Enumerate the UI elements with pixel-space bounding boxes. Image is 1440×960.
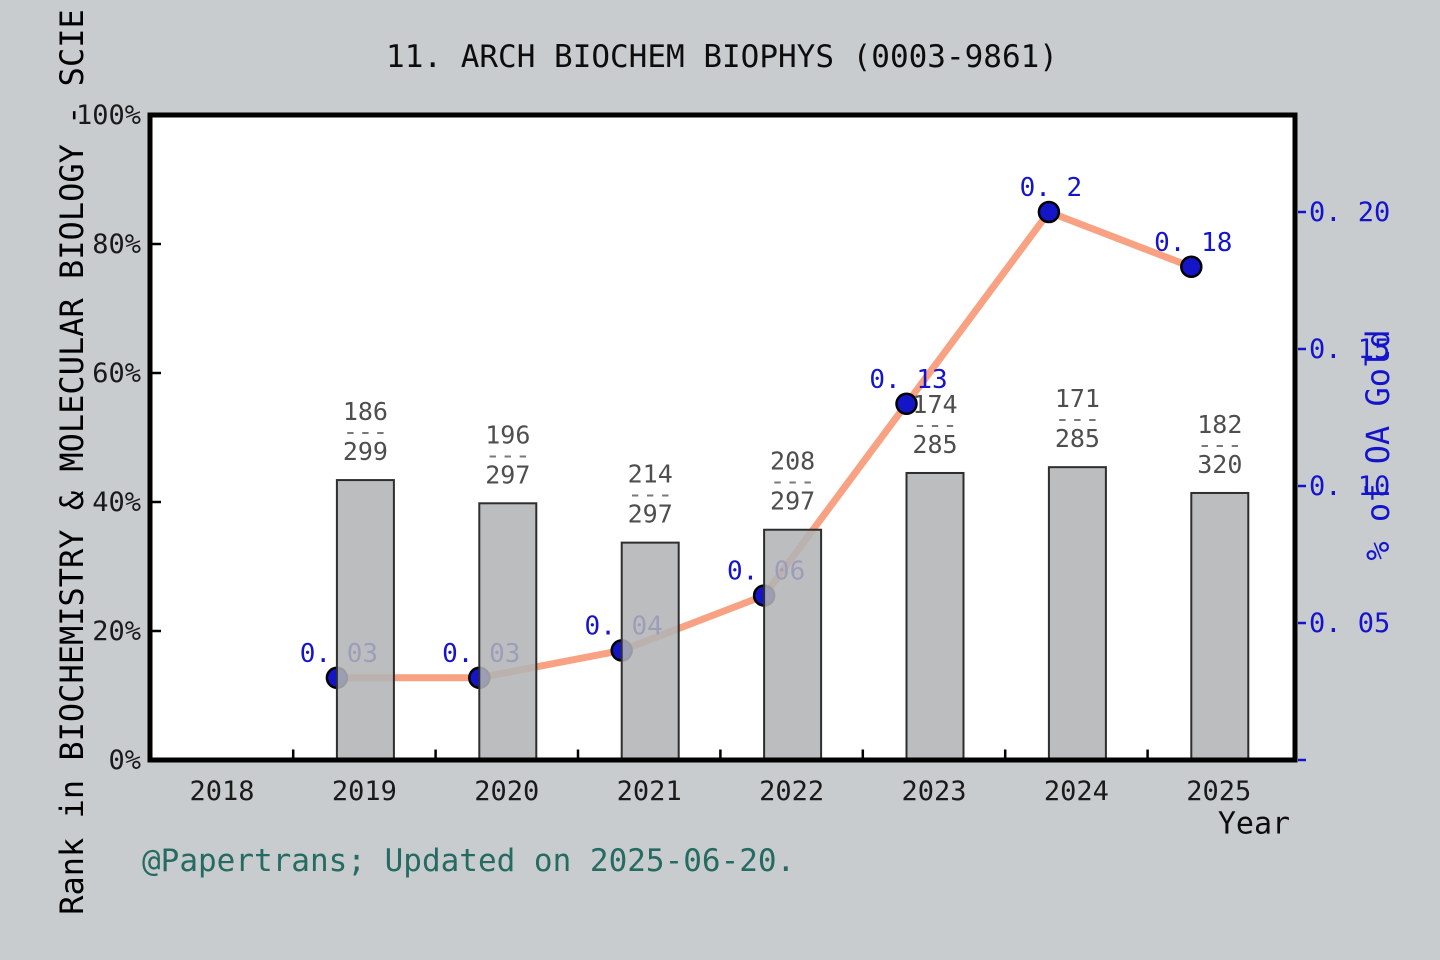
- bar-fraction-separator-2022: ---: [770, 467, 815, 496]
- right-axis-title: % of OA Gold: [1359, 329, 1397, 561]
- right-tick-label-0.05: 0. 05: [1309, 608, 1390, 639]
- bar-fraction-numerator-2020: 196: [485, 420, 530, 449]
- bar-fraction-numerator-2023: 174: [912, 390, 957, 419]
- left-tick-label-60%: 60%: [92, 358, 141, 389]
- bar-fraction-denominator-2019: 299: [343, 437, 388, 466]
- bar-fraction-denominator-2025: 320: [1197, 450, 1242, 479]
- bar-fraction-numerator-2022: 208: [770, 447, 815, 476]
- oa-gold-point-label-2023: 0. 13: [869, 365, 947, 395]
- x-tick-label-2019: 2019: [332, 776, 397, 807]
- bar-fraction-separator-2021: ---: [628, 480, 673, 509]
- bar-fraction-denominator-2021: 297: [628, 500, 673, 529]
- x-tick-label-2018: 2018: [189, 776, 254, 807]
- x-tick-label-2021: 2021: [617, 776, 682, 807]
- oa-gold-point-label-2024: 0. 2: [1020, 173, 1083, 203]
- left-axis-title: Rank in BIOCHEMISTRY & MOLECULAR BIOLOGY…: [53, 9, 91, 915]
- rank-bar-2022: [763, 528, 823, 761]
- bar-fraction-separator-2025: ---: [1197, 430, 1242, 459]
- x-tick-label-2022: 2022: [759, 776, 824, 807]
- oa-gold-point-label-2025: 0. 18: [1154, 228, 1232, 258]
- left-tick-label-80%: 80%: [92, 229, 141, 260]
- oa-gold-point-2024: [1037, 200, 1061, 224]
- bar-fraction-denominator-2024: 285: [1055, 424, 1100, 453]
- attribution-footer: @Papertrans; Updated on 2025-06-20.: [142, 843, 796, 879]
- bar-fraction-denominator-2023: 285: [912, 430, 957, 459]
- rank-bar-2023: [905, 471, 965, 761]
- right-tick-label-0.15: 0. 15: [1309, 334, 1390, 365]
- left-tick-label-20%: 20%: [92, 616, 141, 647]
- rank-bar-2020: [478, 502, 538, 761]
- oa-gold-point-2023: [895, 392, 918, 416]
- bar-fraction-denominator-2020: 297: [485, 460, 530, 489]
- x-tick-label-2020: 2020: [474, 776, 539, 807]
- rank-bar-2021: [620, 541, 680, 762]
- bar-fraction-numerator-2025: 182: [1197, 410, 1242, 439]
- rank-bar-2019: [335, 479, 395, 761]
- oa-gold-point-2025: [1180, 255, 1203, 279]
- left-tick-label-40%: 40%: [92, 487, 141, 518]
- x-axis-title: Year: [1217, 806, 1291, 842]
- x-tick-label-2023: 2023: [901, 776, 966, 807]
- x-tick-label-2025: 2025: [1186, 776, 1251, 807]
- left-tick-label-0%: 0%: [108, 745, 141, 776]
- bar-fraction-separator-2020: ---: [485, 440, 530, 469]
- bar-fraction-numerator-2021: 214: [628, 460, 673, 489]
- bar-fraction-numerator-2024: 171: [1055, 384, 1100, 413]
- x-tick-label-2024: 2024: [1044, 776, 1109, 807]
- left-tick-label-100%: 100%: [76, 100, 141, 131]
- rank-bar-2024: [1047, 466, 1107, 761]
- bar-fraction-separator-2023: ---: [912, 410, 957, 439]
- rank-bar-2025: [1190, 491, 1250, 761]
- bar-fraction-separator-2024: ---: [1055, 404, 1100, 433]
- bar-fraction-separator-2019: ---: [343, 417, 388, 446]
- bar-fraction-numerator-2019: 186: [343, 397, 388, 426]
- plot-frame: [147, 112, 1298, 763]
- right-tick-label-0.1: 0. 10: [1309, 471, 1390, 502]
- bar-fraction-denominator-2022: 297: [770, 487, 815, 516]
- chart-title: 11. ARCH BIOCHEM BIOPHYS (0003-9861): [386, 39, 1058, 75]
- right-tick-label-0.2: 0. 20: [1309, 197, 1390, 228]
